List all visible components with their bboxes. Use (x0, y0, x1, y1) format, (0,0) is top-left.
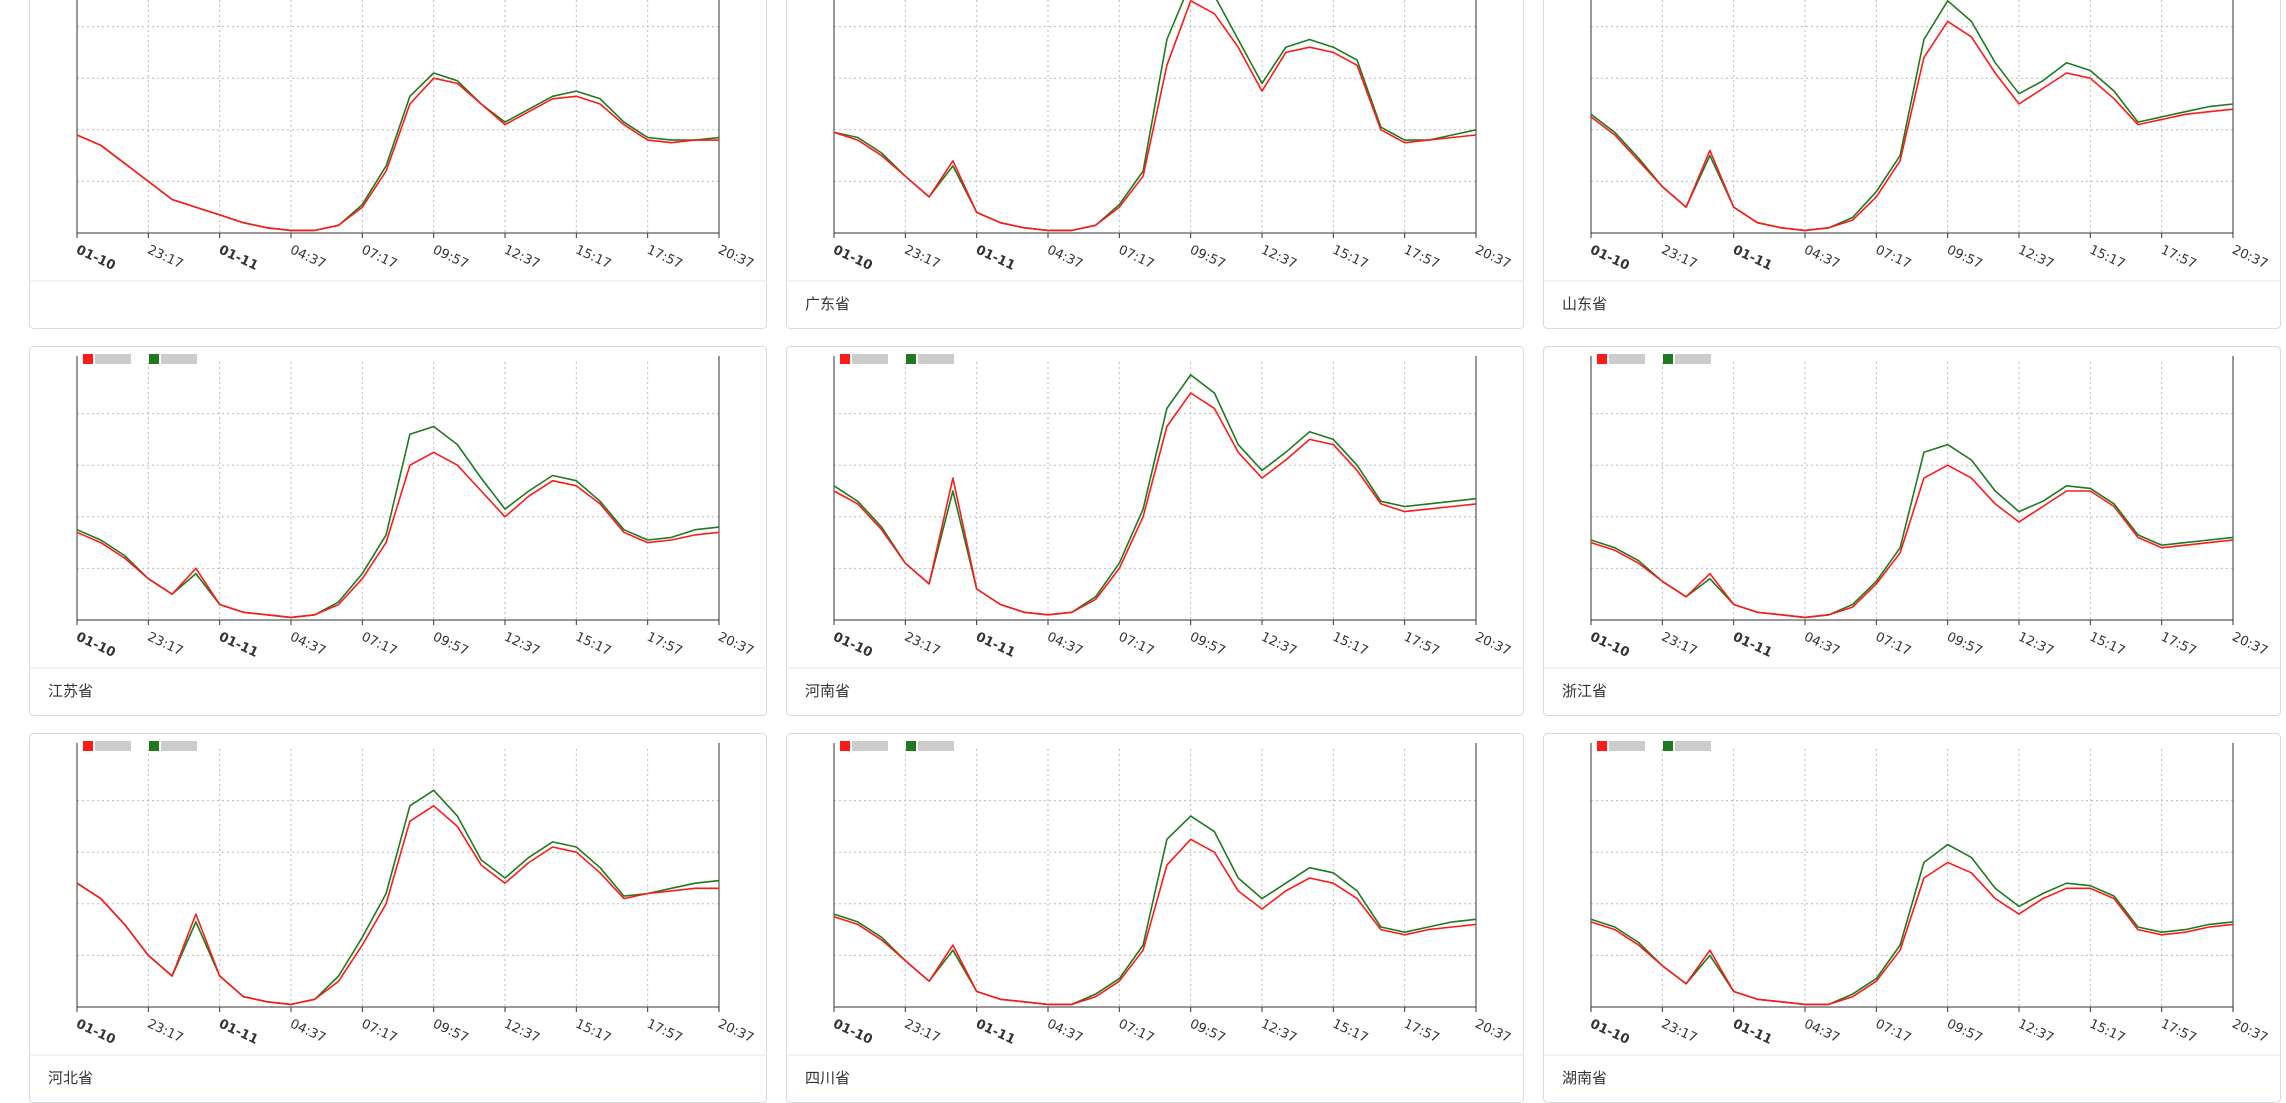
panel-label: 四川省 (805, 1069, 850, 1087)
series-line (833, 392, 1477, 616)
legend-swatch (149, 354, 159, 364)
series-line (1590, 861, 2234, 1006)
legend-swatch (840, 354, 850, 364)
series-line (1590, 464, 2234, 619)
panel-frame (1543, 346, 2281, 716)
series-line (833, 0, 1477, 232)
panel-label: 广东省 (805, 295, 850, 313)
series-line (76, 451, 720, 619)
panel-label: 江苏省 (48, 682, 93, 700)
series-line (1590, 20, 2234, 232)
chart-panel: 01-10 23:17 01-11 04:37 07:17 09:57 12:37 15:17… (1543, 0, 2281, 329)
chart-panel: 01-10 23:17 01-11 04:37 07:17 09:57 12:37 15:17… (1543, 346, 2281, 716)
panel-label: 山东省 (1562, 295, 1607, 313)
panel-label: 河南省 (805, 682, 850, 700)
chart-panel: 01-10 23:17 01-11 04:37 07:17 09:57 12:37 15:17… (29, 0, 767, 329)
series-line (833, 374, 1477, 616)
series-line (76, 789, 720, 1006)
panel-frame (29, 733, 767, 1103)
panel-frame (786, 0, 1524, 329)
series-line (1590, 0, 2234, 232)
legend-swatch (906, 354, 916, 364)
legend-blur (95, 354, 131, 364)
panel-frame (29, 346, 767, 716)
legend-blur (1675, 354, 1711, 364)
chart-panel: 01-10 23:17 01-11 04:37 07:17 09:57 12:37 15:17… (786, 733, 1524, 1103)
series-line (1590, 443, 2234, 619)
chart-panel: 01-10 23:17 01-11 04:37 07:17 09:57 12:37 15:17… (786, 0, 1524, 329)
panel-frame (29, 0, 767, 329)
legend-blur (95, 741, 131, 751)
legend-swatch (840, 741, 850, 751)
panel-label: 河北省 (48, 1069, 93, 1087)
legend-blur (918, 741, 954, 751)
legend-swatch (149, 741, 159, 751)
chart-panel: 01-10 23:17 01-11 04:37 07:17 09:57 12:37 15:17… (1543, 733, 2281, 1103)
panel-label: 湖南省 (1562, 1069, 1607, 1087)
series-line (76, 425, 720, 619)
series-line (76, 804, 719, 1006)
panel-frame (786, 346, 1524, 716)
chart-panel: 01-10 23:17 01-11 04:37 07:17 09:57 12:37 15:17… (29, 733, 767, 1103)
legend-blur (918, 354, 954, 364)
legend-swatch (1597, 354, 1607, 364)
chart-panel: 01-10 23:17 01-11 04:37 07:17 09:57 12:37 15:17… (786, 346, 1524, 716)
panel-label: 浙江省 (1562, 682, 1607, 700)
series-line (833, 838, 1477, 1006)
legend-swatch (1663, 354, 1673, 364)
legend-blur (1609, 741, 1645, 751)
legend-blur (1609, 354, 1645, 364)
legend-blur (1675, 741, 1711, 751)
legend-swatch (1663, 741, 1673, 751)
panel-frame (786, 733, 1524, 1103)
series-line (833, 0, 1477, 232)
series-line (76, 77, 719, 232)
legend-blur (161, 354, 197, 364)
legend-blur (852, 354, 888, 364)
panel-frame (1543, 0, 2281, 329)
legend-blur (852, 741, 888, 751)
chart-panel: 01-10 23:17 01-11 04:37 07:17 09:57 12:37 15:17… (29, 346, 767, 716)
legend-swatch (906, 741, 916, 751)
series-line (1590, 843, 2234, 1006)
legend-swatch (83, 354, 93, 364)
legend-swatch (83, 741, 93, 751)
panel-frame (1543, 733, 2281, 1103)
legend-swatch (1597, 741, 1607, 751)
series-line (833, 815, 1477, 1006)
legend-blur (161, 741, 197, 751)
